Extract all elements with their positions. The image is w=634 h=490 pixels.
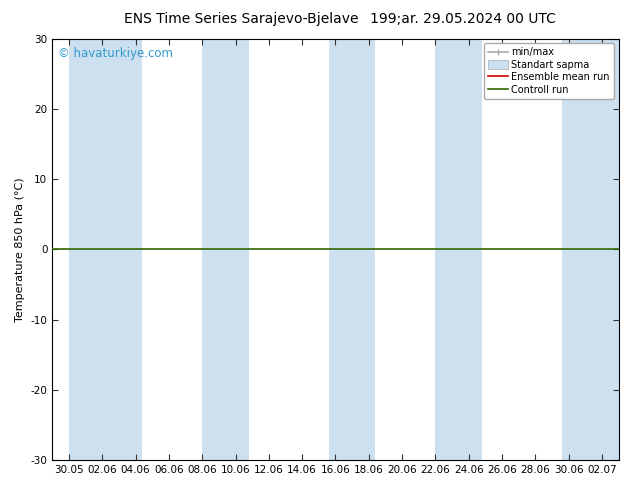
Y-axis label: Temperature 850 hPa (°C): Temperature 850 hPa (°C)	[15, 177, 25, 321]
Bar	[562, 39, 619, 460]
Bar	[69, 39, 142, 460]
Bar	[329, 39, 375, 460]
Text: 199;ar. 29.05.2024 00 UTC: 199;ar. 29.05.2024 00 UTC	[370, 12, 556, 26]
Text: © havaturkiye.com: © havaturkiye.com	[58, 47, 173, 60]
Bar	[436, 39, 482, 460]
Bar	[202, 39, 249, 460]
Legend: min/max, Standart sapma, Ensemble mean run, Controll run: min/max, Standart sapma, Ensemble mean r…	[484, 44, 614, 98]
Text: ENS Time Series Sarajevo-Bjelave: ENS Time Series Sarajevo-Bjelave	[124, 12, 358, 26]
